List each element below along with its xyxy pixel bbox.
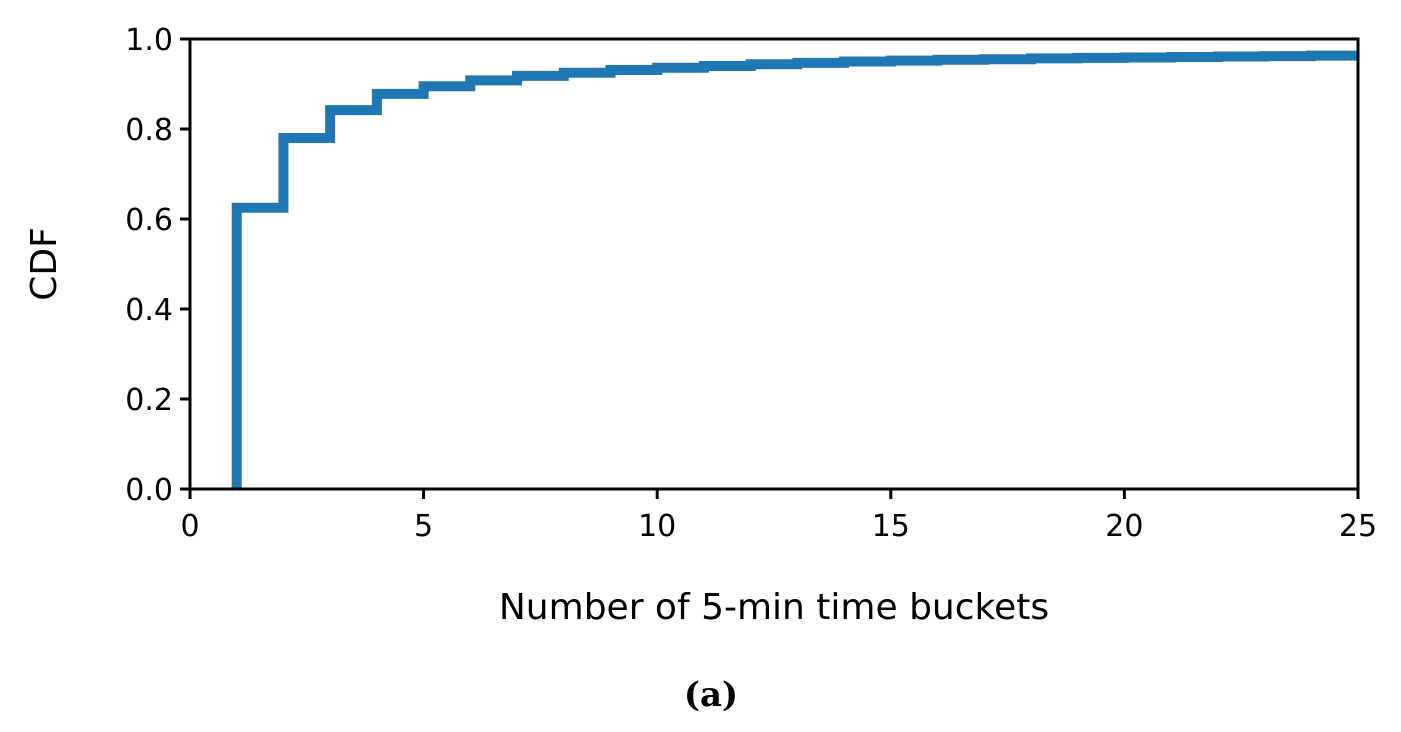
- x-tick-label: 10: [638, 509, 676, 544]
- x-axis-label: Number of 5-min time buckets: [499, 587, 1049, 628]
- x-tick-label: 0: [180, 509, 199, 544]
- x-tick-label: 5: [414, 509, 433, 544]
- figure-caption: (a): [684, 675, 738, 715]
- y-axis-label: CDF: [24, 227, 65, 301]
- ticks-layer: 0 5 10 15 20 25 0.0 0.2 0.4 0.6 0.8 1.0: [125, 23, 1377, 544]
- series-layer: [231, 50, 1358, 489]
- y-tick-label: 0.2: [125, 383, 173, 418]
- cdf-series-line: [231, 50, 1358, 489]
- x-tick-label: 15: [872, 509, 910, 544]
- y-tick-label: 0.8: [125, 113, 173, 148]
- y-tick-label: 1.0: [125, 23, 173, 58]
- y-tick-label: 0.6: [125, 203, 173, 238]
- plot-frame: [188, 37, 1360, 491]
- y-tick-label: 0.0: [125, 473, 173, 508]
- x-tick-label: 25: [1339, 509, 1377, 544]
- y-tick-label: 0.4: [125, 293, 173, 328]
- x-tick-label: 20: [1105, 509, 1143, 544]
